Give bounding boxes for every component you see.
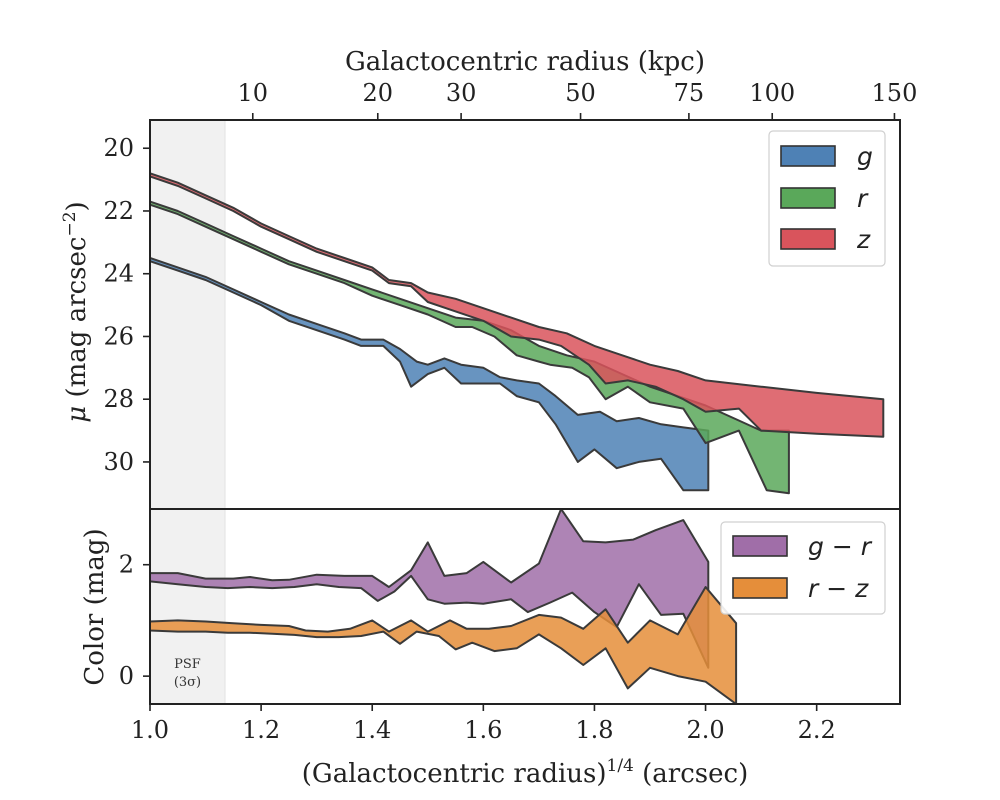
y-unit-text: (mag arcsec: [62, 237, 92, 406]
legend-swatch-z: [780, 228, 836, 250]
bottom-x-tick-label: 1.0: [131, 716, 169, 744]
bottom-x-tick-label: 1.6: [464, 716, 502, 744]
top-kpc-tick-label: 75: [674, 79, 705, 107]
top-kpc-tick-label: 50: [565, 79, 596, 107]
legend-label-r-z: r − z: [808, 574, 869, 603]
top-kpc-tick-label: 150: [872, 79, 918, 107]
top-y-tick-label: 24: [103, 260, 134, 288]
x-axis-title: (Galactocentric radius)1/4 (arcsec): [302, 756, 748, 789]
bottom-y-ticks: 02: [119, 551, 150, 690]
top-kpc-tick-label: 20: [363, 79, 394, 107]
sb-band-z: [150, 172, 885, 438]
bottom-x-tick-label: 1.8: [575, 716, 613, 744]
legend-label-z: z: [856, 225, 871, 254]
top-y-axis-title: μ (mag arcsec−2): [60, 201, 92, 422]
legend-swatch-g-r: [732, 535, 788, 557]
sb-band-r: [150, 200, 790, 495]
color-band-g-r: [150, 509, 710, 669]
bottom-y-axis-title: Color (mag): [80, 528, 110, 685]
y-unit-close: ): [62, 201, 92, 211]
mu-symbol: μ: [62, 406, 92, 423]
top-legend: g r z: [768, 130, 886, 267]
color-band-r-z: [150, 586, 738, 704]
top-kpc-tick-label: 10: [238, 79, 269, 107]
top-y-tick-label: 30: [103, 448, 134, 476]
legend-swatch-r-z: [732, 577, 788, 599]
x-title-text: (Galactocentric radius): [302, 759, 607, 789]
top-kpc-ticks: 10 20 30 50 75 100 150: [238, 79, 918, 120]
bottom-x-tick-label: 2.2: [798, 716, 836, 744]
bottom-x-ticks: 1.0 1.2 1.4 1.6 1.8 2.0 2.2: [131, 704, 836, 744]
top-y-tick-label: 26: [103, 322, 134, 350]
top-y-tick-label: 28: [103, 385, 134, 413]
bottom-x-tick-label: 2.0: [686, 716, 724, 744]
top-y-tick-label: 22: [103, 197, 134, 225]
bottom-x-tick-label: 1.4: [353, 716, 391, 744]
x-title-exponent: 1/4: [607, 756, 634, 776]
top-y-ticks: 20 22 24 26 28 30: [103, 134, 150, 476]
psf-sigma-label: (3σ): [174, 675, 201, 690]
psf-label: PSF: [174, 657, 201, 672]
x-title-unit: (arcsec): [634, 759, 748, 789]
bottom-legend: g − r r − z: [720, 521, 886, 615]
y-unit-exponent: −2: [60, 211, 80, 236]
top-kpc-tick-label: 30: [446, 79, 477, 107]
psf-region-top: [150, 120, 225, 509]
legend-swatch-g: [780, 145, 836, 167]
legend-label-g-r: g − r: [808, 532, 873, 561]
psf-region-bottom: [150, 509, 225, 704]
bottom-panel-series: [150, 509, 738, 704]
legend-label-g: g: [857, 142, 873, 171]
top-y-tick-label: 20: [103, 134, 134, 162]
bottom-y-tick-label: 0: [119, 662, 134, 690]
top-kpc-tick-label: 100: [749, 79, 795, 107]
top-axis-title: Galactocentric radius (kpc): [345, 47, 705, 77]
legend-swatch-r: [780, 187, 836, 209]
bottom-x-tick-label: 1.2: [242, 716, 280, 744]
bottom-axes-frame: [149, 508, 901, 705]
top-panel-series: [150, 172, 885, 495]
bottom-y-tick-label: 2: [119, 551, 134, 579]
legend-label-r: r: [857, 184, 869, 213]
sb-band-g: [150, 257, 710, 492]
